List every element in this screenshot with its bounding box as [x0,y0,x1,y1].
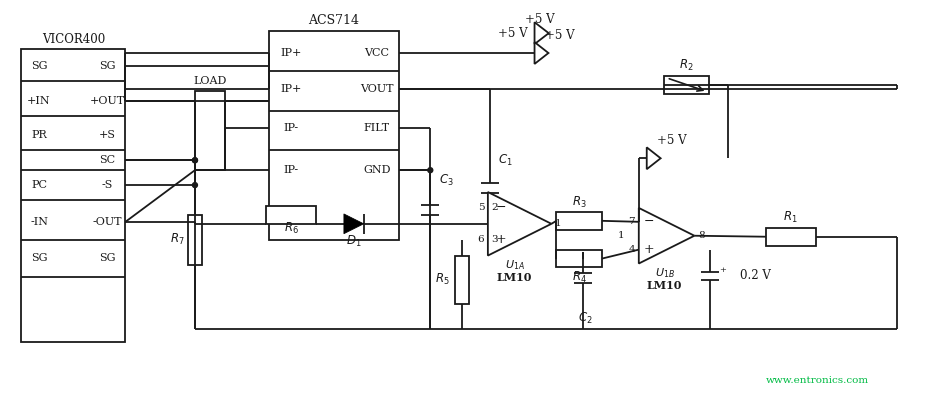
Text: 7: 7 [628,217,635,226]
Text: −: − [495,201,506,214]
Text: 1: 1 [617,231,624,240]
Text: LOAD: LOAD [193,76,227,86]
Text: +5 V: +5 V [498,27,527,40]
Text: $R_6$: $R_6$ [284,221,298,236]
Text: IP-: IP- [283,165,299,175]
Text: 3: 3 [492,235,498,244]
Text: $R_7$: $R_7$ [170,232,185,247]
Text: VICOR400: VICOR400 [41,33,105,46]
Text: LM10: LM10 [647,280,682,291]
Polygon shape [535,22,549,44]
Text: PR: PR [31,130,47,140]
Bar [188,215,202,264]
Bar [556,250,602,268]
Text: 8: 8 [698,231,704,240]
Text: −: − [643,216,654,229]
Text: 0.2 V: 0.2 V [740,269,771,282]
Polygon shape [535,42,549,64]
Text: $C_1$: $C_1$ [498,153,513,168]
Polygon shape [646,147,660,169]
Text: +5 V: +5 V [657,134,687,147]
Text: PC: PC [31,180,47,190]
Text: $U_{1A}$: $U_{1A}$ [505,258,524,272]
Text: LM10: LM10 [497,272,533,283]
Text: IP-: IP- [283,123,299,134]
Bar [195,91,225,170]
Text: 1: 1 [555,219,562,228]
Text: SG: SG [99,253,115,262]
Text: -OUT: -OUT [93,217,122,227]
Bar [556,212,602,230]
Text: +5 V: +5 V [525,13,554,26]
Text: $C_2$: $C_2$ [578,310,593,326]
Text: GND: GND [363,165,390,175]
Text: 4: 4 [628,245,635,254]
Text: VCC: VCC [364,48,389,58]
Polygon shape [344,214,364,234]
Circle shape [192,182,197,188]
Polygon shape [639,208,694,264]
Text: $R_4$: $R_4$ [572,270,586,285]
Bar [266,206,316,224]
Text: $R_3$: $R_3$ [572,194,586,210]
Text: 5: 5 [477,203,484,212]
Text: +: + [495,233,507,246]
Text: +5 V: +5 V [545,29,574,42]
Text: +: + [719,266,726,274]
Text: $R_2$: $R_2$ [679,58,694,73]
Text: SG: SG [31,61,47,71]
Circle shape [428,168,432,173]
Text: -IN: -IN [30,217,48,227]
Bar [455,256,469,304]
Text: 6: 6 [477,235,484,244]
Text: $R_1$: $R_1$ [783,210,798,225]
Text: +OUT: +OUT [90,96,125,106]
Text: SC: SC [99,155,115,165]
Circle shape [192,158,197,163]
Bar [22,49,126,342]
Text: ACS714: ACS714 [309,14,359,27]
Text: $R_5$: $R_5$ [435,272,449,288]
Text: $U_{1B}$: $U_{1B}$ [655,267,674,281]
Text: www.entronics.com: www.entronics.com [766,376,870,385]
Text: SG: SG [31,253,47,262]
Text: $D_1$: $D_1$ [346,234,361,249]
Polygon shape [488,192,552,256]
Bar [766,228,815,245]
Text: +S: +S [99,130,116,140]
Text: +: + [643,243,654,256]
Text: 2: 2 [492,203,498,212]
Text: -S: -S [102,180,113,190]
Text: SG: SG [99,61,115,71]
Text: $C_3$: $C_3$ [439,173,454,188]
Bar [663,76,709,94]
Text: IP+: IP+ [280,48,302,58]
Circle shape [192,158,197,163]
Bar [269,31,399,240]
Text: FILT: FILT [364,123,389,134]
Text: +IN: +IN [27,96,51,106]
Text: VOUT: VOUT [360,84,393,94]
Text: IP+: IP+ [280,84,302,94]
